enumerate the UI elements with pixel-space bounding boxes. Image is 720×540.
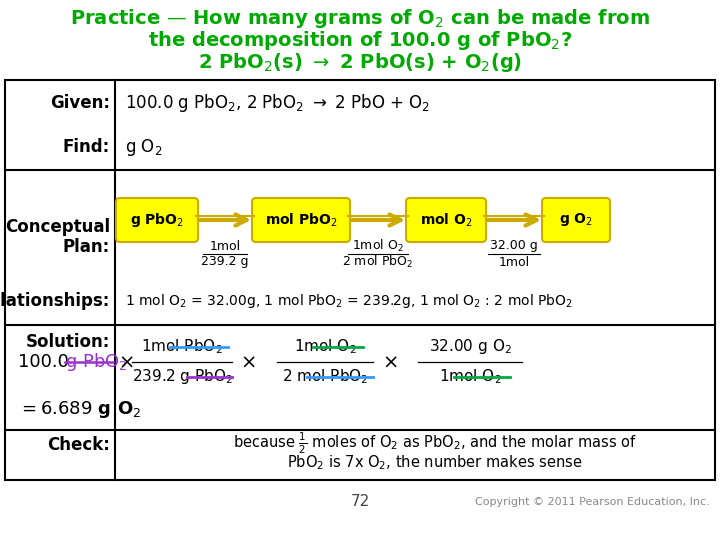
Text: Plan:: Plan: [63, 239, 110, 256]
Text: PbO$_2$ is 7x O$_2$, the number makes sense: PbO$_2$ is 7x O$_2$, the number makes se… [287, 454, 582, 472]
Text: g PbO$_2$: g PbO$_2$ [130, 211, 184, 229]
Text: 32.00 g O$_2$: 32.00 g O$_2$ [428, 338, 511, 356]
Text: $\times$: $\times$ [382, 353, 397, 372]
Text: Check:: Check: [47, 436, 110, 454]
Text: 100.0 g PbO$_2$, 2 PbO$_2$ $\rightarrow$ 2 PbO + O$_2$: 100.0 g PbO$_2$, 2 PbO$_2$ $\rightarrow$… [125, 91, 430, 113]
Text: mol PbO$_2$: mol PbO$_2$ [264, 211, 338, 229]
Bar [5, 80, 715, 480]
Text: 2 mol PbO$_2$: 2 mol PbO$_2$ [282, 368, 368, 386]
Text: Practice — How many grams of O$_2$ can be made from: Practice — How many grams of O$_2$ can b… [70, 7, 650, 30]
Text: g O$_2$: g O$_2$ [125, 137, 162, 158]
Text: 72: 72 [351, 495, 369, 510]
Text: 239.2 g PbO$_2$: 239.2 g PbO$_2$ [132, 368, 233, 387]
Text: the decomposition of 100.0 g of PbO$_2$?: the decomposition of 100.0 g of PbO$_2$? [148, 29, 572, 52]
FancyBboxPatch shape [252, 198, 350, 242]
Text: 2 PbO$_2$(s) $\rightarrow$ 2 PbO(s) + O$_2$(g): 2 PbO$_2$(s) $\rightarrow$ 2 PbO(s) + O$… [198, 51, 522, 74]
Text: 1mol: 1mol [210, 240, 240, 253]
Text: Relationships:: Relationships: [0, 292, 110, 310]
Text: 1 mol O$_2$ = 32.00g, 1 mol PbO$_2$ = 239.2g, 1 mol O$_2$ : 2 mol PbO$_2$: 1 mol O$_2$ = 32.00g, 1 mol PbO$_2$ = 23… [125, 292, 573, 310]
Text: mol O$_2$: mol O$_2$ [420, 211, 472, 229]
Text: 1mol O$_2$: 1mol O$_2$ [294, 338, 356, 356]
FancyBboxPatch shape [406, 198, 486, 242]
Text: 100.0: 100.0 [18, 353, 69, 371]
Text: 1mol O$_2$: 1mol O$_2$ [438, 368, 501, 386]
Text: Find:: Find: [63, 138, 110, 157]
Text: 2 mol PbO$_2$: 2 mol PbO$_2$ [343, 254, 413, 270]
Text: g O$_2$: g O$_2$ [559, 212, 593, 228]
Text: Copyright © 2011 Pearson Education, Inc.: Copyright © 2011 Pearson Education, Inc. [475, 497, 710, 507]
Text: 1mol PbO$_2$: 1mol PbO$_2$ [141, 338, 223, 356]
FancyBboxPatch shape [542, 198, 610, 242]
Text: $\times$: $\times$ [118, 353, 134, 372]
Text: 1mol O$_2$: 1mol O$_2$ [352, 238, 404, 254]
Text: $= 6.689$ g O$_2$: $= 6.689$ g O$_2$ [18, 400, 141, 421]
Text: Given:: Given: [50, 93, 110, 111]
Text: g PbO$_2$: g PbO$_2$ [65, 351, 127, 373]
Text: Conceptual: Conceptual [5, 219, 110, 237]
Text: 32.00 g: 32.00 g [490, 240, 538, 253]
Text: $\times$: $\times$ [240, 353, 256, 372]
Text: because $\frac{1}{2}$ moles of O$_2$ as PbO$_2$, and the molar mass of: because $\frac{1}{2}$ moles of O$_2$ as … [233, 430, 637, 456]
Text: Solution:: Solution: [26, 333, 110, 351]
FancyBboxPatch shape [116, 198, 198, 242]
Text: 239.2 g: 239.2 g [202, 255, 248, 268]
Text: 1mol: 1mol [498, 255, 530, 268]
